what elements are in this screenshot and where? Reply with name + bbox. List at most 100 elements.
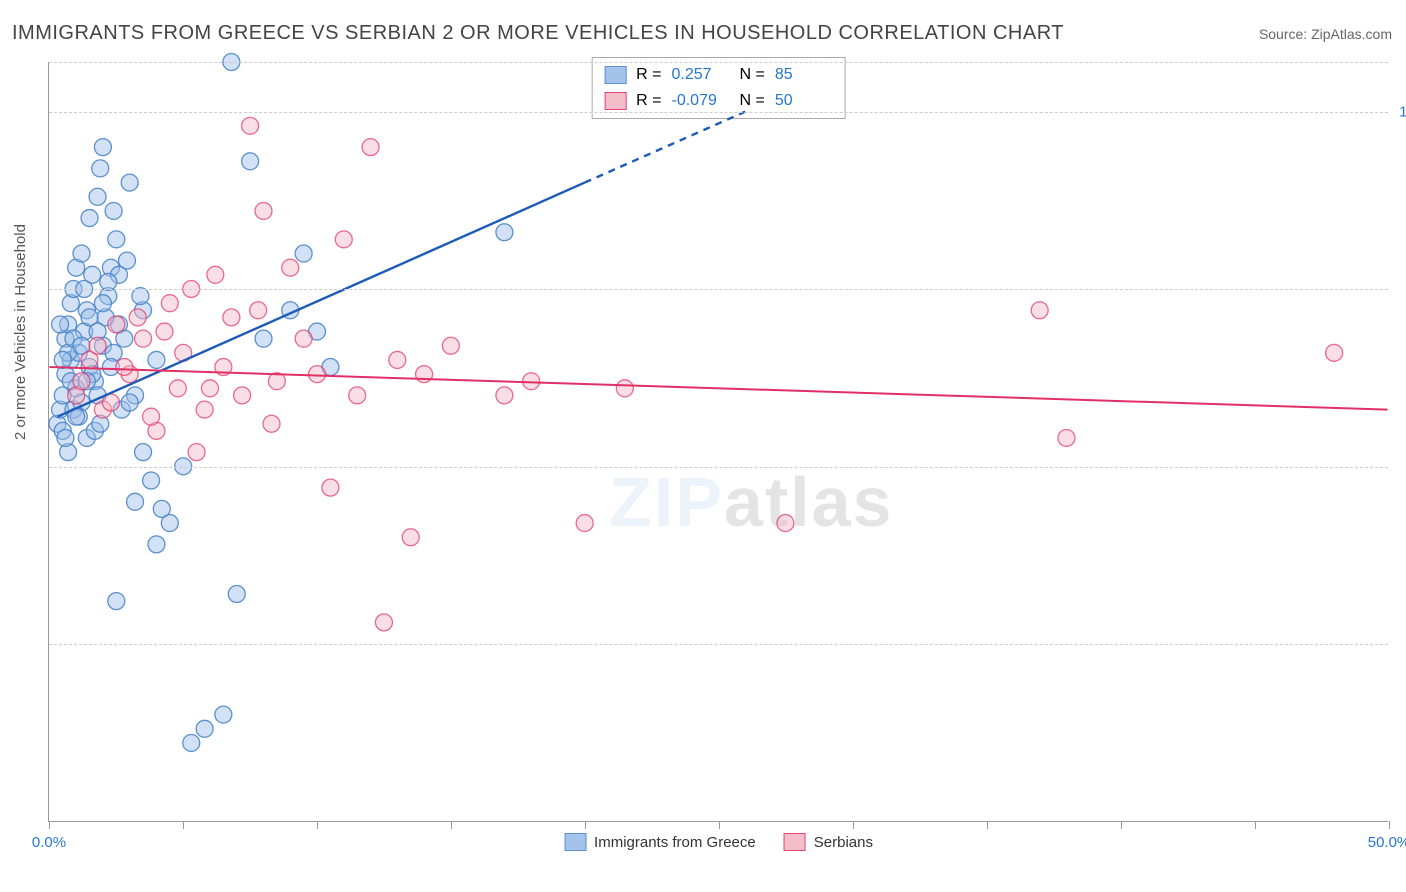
gridline <box>49 467 1388 468</box>
scatter-point-greece <box>52 316 69 333</box>
scatter-svg <box>49 62 1388 821</box>
y-axis-label: 2 or more Vehicles in Household <box>12 224 29 440</box>
scatter-point-serbians <box>188 444 205 461</box>
scatter-point-serbians <box>201 380 218 397</box>
legend-label-greece: Immigrants from Greece <box>594 834 756 851</box>
scatter-point-serbians <box>143 408 160 425</box>
scatter-point-greece <box>73 245 90 262</box>
scatter-point-serbians <box>349 387 366 404</box>
x-tick <box>317 821 318 829</box>
scatter-point-serbians <box>73 373 90 390</box>
x-tick <box>585 821 586 829</box>
series-legend: Immigrants from Greece Serbians <box>564 833 873 851</box>
scatter-point-serbians <box>335 231 352 248</box>
scatter-point-serbians <box>89 337 106 354</box>
scatter-point-greece <box>295 245 312 262</box>
swatch-serbians-icon <box>784 833 806 851</box>
scatter-point-serbians <box>1031 302 1048 319</box>
scatter-point-greece <box>242 153 259 170</box>
scatter-point-greece <box>105 202 122 219</box>
scatter-point-greece <box>215 706 232 723</box>
scatter-point-greece <box>92 160 109 177</box>
gridline <box>49 62 1388 63</box>
x-tick <box>719 821 720 829</box>
x-tick <box>1389 821 1390 829</box>
scatter-point-serbians <box>777 515 794 532</box>
scatter-point-serbians <box>496 387 513 404</box>
scatter-point-serbians <box>196 401 213 418</box>
scatter-point-greece <box>121 174 138 191</box>
legend-item-greece: Immigrants from Greece <box>564 833 756 851</box>
scatter-point-greece <box>148 351 165 368</box>
scatter-point-greece <box>228 586 245 603</box>
scatter-point-serbians <box>250 302 267 319</box>
scatter-point-serbians <box>263 415 280 432</box>
scatter-point-serbians <box>295 330 312 347</box>
scatter-point-serbians <box>223 309 240 326</box>
scatter-point-serbians <box>135 330 152 347</box>
scatter-point-serbians <box>242 117 259 134</box>
scatter-point-serbians <box>402 529 419 546</box>
scatter-point-serbians <box>1058 429 1075 446</box>
scatter-point-greece <box>196 720 213 737</box>
scatter-point-greece <box>89 188 106 205</box>
y-tick-label: 100.0% <box>1399 103 1406 120</box>
scatter-point-greece <box>127 493 144 510</box>
gridline <box>49 289 1388 290</box>
scatter-point-greece <box>161 515 178 532</box>
scatter-point-serbians <box>156 323 173 340</box>
scatter-point-serbians <box>309 366 326 383</box>
x-tick <box>49 821 50 829</box>
x-tick-label: 0.0% <box>32 834 66 851</box>
gridline <box>49 112 1388 113</box>
scatter-point-greece <box>100 273 117 290</box>
x-tick <box>1255 821 1256 829</box>
scatter-point-serbians <box>108 316 125 333</box>
scatter-point-serbians <box>616 380 633 397</box>
x-tick <box>1121 821 1122 829</box>
scatter-point-greece <box>108 593 125 610</box>
scatter-point-greece <box>148 536 165 553</box>
scatter-point-serbians <box>116 359 133 376</box>
trend-line-dash-greece <box>585 112 746 183</box>
chart-title: IMMIGRANTS FROM GREECE VS SERBIAN 2 OR M… <box>12 22 1064 45</box>
scatter-point-serbians <box>576 515 593 532</box>
scatter-point-serbians <box>375 614 392 631</box>
x-tick <box>853 821 854 829</box>
scatter-point-serbians <box>389 351 406 368</box>
scatter-point-serbians <box>442 337 459 354</box>
scatter-point-serbians <box>255 202 272 219</box>
scatter-point-greece <box>94 139 111 156</box>
scatter-point-greece <box>94 295 111 312</box>
x-tick <box>987 821 988 829</box>
x-tick <box>451 821 452 829</box>
scatter-point-serbians <box>207 266 224 283</box>
trend-line-serbians <box>49 367 1387 410</box>
legend-label-serbians: Serbians <box>814 834 873 851</box>
scatter-point-serbians <box>1326 344 1343 361</box>
scatter-point-greece <box>54 351 71 368</box>
x-tick <box>183 821 184 829</box>
scatter-point-serbians <box>362 139 379 156</box>
scatter-point-serbians <box>129 309 146 326</box>
scatter-point-greece <box>108 231 125 248</box>
scatter-point-greece <box>183 734 200 751</box>
scatter-point-greece <box>135 444 152 461</box>
scatter-point-serbians <box>169 380 186 397</box>
legend-item-serbians: Serbians <box>784 833 873 851</box>
scatter-point-serbians <box>322 479 339 496</box>
x-tick-label: 50.0% <box>1368 834 1406 851</box>
scatter-point-greece <box>496 224 513 241</box>
swatch-greece-icon <box>564 833 586 851</box>
scatter-point-greece <box>57 429 74 446</box>
scatter-point-serbians <box>234 387 251 404</box>
gridline <box>49 644 1388 645</box>
scatter-point-greece <box>121 394 138 411</box>
scatter-point-greece <box>143 472 160 489</box>
scatter-point-serbians <box>282 259 299 276</box>
source-label: Source: ZipAtlas.com <box>1259 26 1392 42</box>
scatter-point-serbians <box>161 295 178 312</box>
plot-area: ZIPatlas R = 0.257 N = 85 R = -0.079 N =… <box>48 62 1388 822</box>
scatter-point-greece <box>255 330 272 347</box>
scatter-point-greece <box>81 210 98 227</box>
